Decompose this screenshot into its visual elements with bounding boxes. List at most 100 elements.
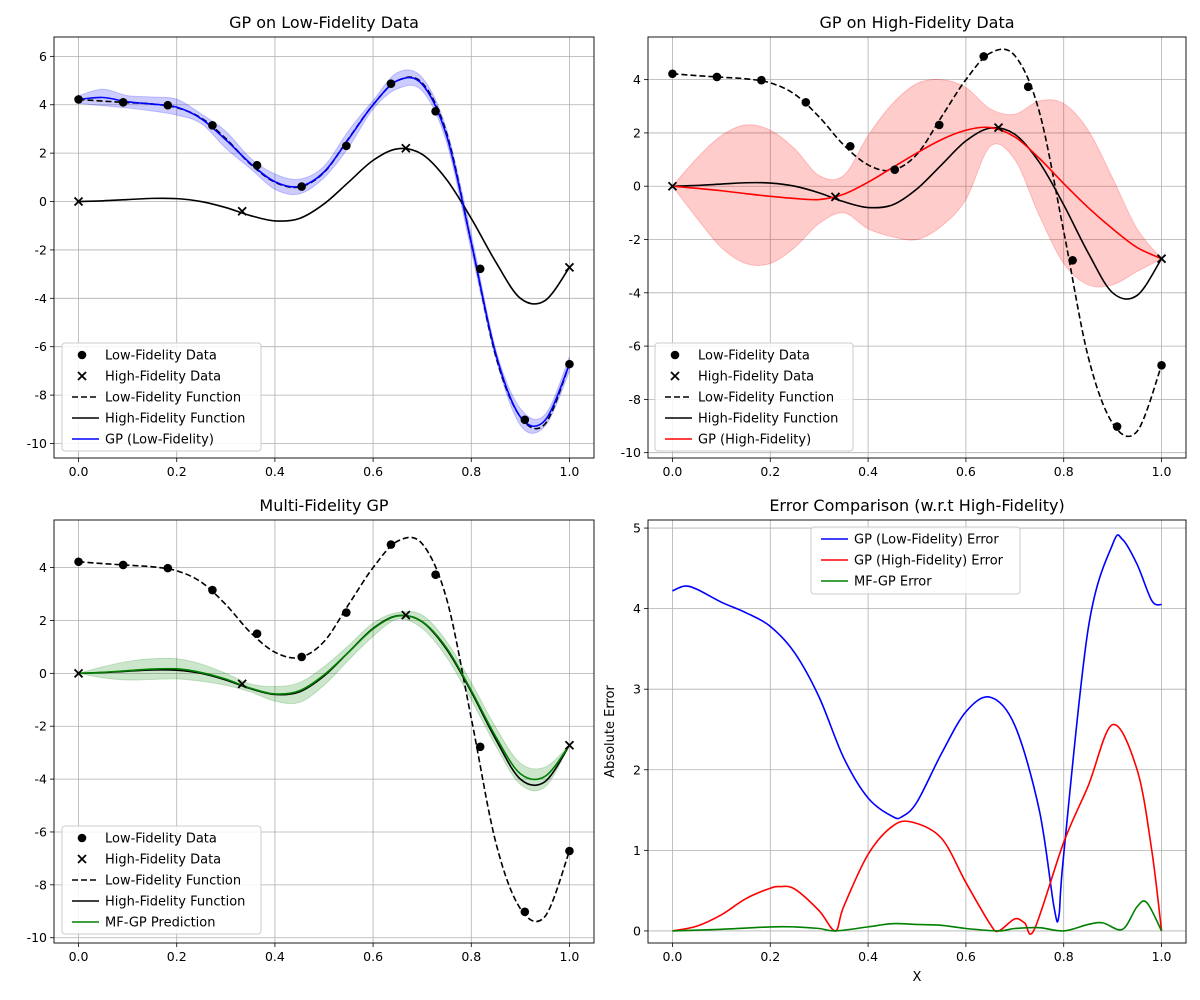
legend-label: High-Fidelity Function <box>105 412 245 427</box>
low-fidelity-data-point <box>208 585 217 595</box>
x-tick-label: 0.2 <box>760 464 780 479</box>
legend-box <box>61 825 262 935</box>
legend-label: GP (Low-Fidelity) Error <box>854 533 999 548</box>
low-fidelity-data-point <box>386 79 396 88</box>
legend: Low-Fidelity Data High-Fidelity Data Low-F… <box>61 342 262 452</box>
high-fidelity-data-point <box>401 610 411 620</box>
high-fidelity-function-line <box>78 614 571 787</box>
low-fidelity-data-point <box>520 415 530 425</box>
y-tick-label: -8 <box>35 877 48 892</box>
legend: Low-Fidelity Data High-Fidelity Data Low-F… <box>61 825 262 935</box>
x-axis-label: X <box>913 970 922 985</box>
legend-label: GP (High-Fidelity) Error <box>854 554 1004 569</box>
high-fidelity-function-line <box>672 127 1163 300</box>
low-fidelity-data-point <box>934 120 944 130</box>
chart-title: Multi-Fidelity GP <box>259 496 388 515</box>
x-tick-label: 0.6 <box>956 949 976 964</box>
high-fidelity-data-point <box>564 262 575 272</box>
low-fidelity-data-point <box>475 742 485 752</box>
y-tick-label: 6 <box>39 49 47 64</box>
y-tick-label: 4 <box>633 601 641 616</box>
low-fidelity-data-point <box>342 608 351 617</box>
y-tick-label: 2 <box>633 125 641 140</box>
legend-label: Low-Fidelity Function <box>105 874 241 889</box>
x-tick-label: 0.2 <box>167 464 187 479</box>
low-fidelity-data-point <box>297 182 306 191</box>
low-fidelity-data-point <box>1157 360 1166 370</box>
legend-label: MF-GP Error <box>854 575 932 590</box>
legend-label: MF-GP Prediction <box>105 916 216 931</box>
low-fidelity-data-point <box>565 359 574 369</box>
panel-2: 0.0 0.2 0.4 0.6 0.8 1.0 -10 -8 -6 -4 -2 0 2 4 GP on Hi… <box>621 13 1187 479</box>
panel-4: 0.0 0.2 0.4 0.6 0.8 1.0 0 1 2 3 4 5 Error Comparison… <box>603 496 1187 985</box>
y-tick-label: 0 <box>39 666 47 681</box>
axes-frame <box>647 519 1187 944</box>
y-tick-label: -6 <box>35 824 48 839</box>
high-fidelity-data-point <box>993 122 1004 133</box>
legend-label: High-Fidelity Function <box>105 895 245 910</box>
legend-marker <box>77 350 87 360</box>
low-fidelity-data-point <box>297 652 306 662</box>
axes-frame <box>53 36 595 459</box>
y-tick-label: -4 <box>35 291 48 306</box>
legend-label: Low-Fidelity Function <box>105 391 241 406</box>
plot-area <box>672 534 1163 936</box>
x-tick-label: 1.0 <box>1152 464 1172 479</box>
y-tick-label: -10 <box>621 445 641 460</box>
high-fidelity-function-line <box>78 147 571 305</box>
low-fidelity-data-point <box>668 69 677 79</box>
low-fidelity-data-point <box>163 100 173 110</box>
low-fidelity-data-point <box>252 160 262 170</box>
low-fidelity-data-point <box>342 141 351 151</box>
y-tick-label: 2 <box>39 613 47 628</box>
legend-label: GP (High-Fidelity) <box>698 433 811 448</box>
high-fidelity-data-point <box>73 668 84 678</box>
low-fidelity-data-point <box>475 264 485 274</box>
y-axis-label: Absolute Error <box>603 685 618 778</box>
legend-label: Low-Fidelity Data <box>105 349 217 364</box>
low-fidelity-data-point <box>1112 422 1122 431</box>
legend-label: Low-Fidelity Data <box>105 832 217 847</box>
y-tick-label: 1 <box>633 843 641 858</box>
legend-label: High-Fidelity Data <box>698 370 814 385</box>
y-tick-label: -4 <box>629 285 642 300</box>
legend: GP (Low-Fidelity) Error GP (High-Fidelity… <box>810 526 1021 595</box>
high-fidelity-data-point <box>401 143 411 153</box>
legend-marker <box>670 371 680 381</box>
gp-high-fidelity-error-line <box>672 723 1163 936</box>
y-tick-label: 2 <box>39 146 47 161</box>
y-tick-label: 5 <box>633 521 641 536</box>
x-tick-label: 0.0 <box>663 464 683 479</box>
legend-box <box>810 526 1021 595</box>
low-fidelity-data-point <box>431 106 440 116</box>
high-fidelity-data-point <box>667 181 678 191</box>
legend-box <box>61 342 262 452</box>
low-fidelity-data-point <box>386 540 396 549</box>
x-tick-label: 0.4 <box>858 464 878 479</box>
low-fidelity-data-point <box>431 570 440 580</box>
axes-frame <box>647 36 1187 459</box>
legend-label: Low-Fidelity Data <box>698 349 810 364</box>
mf-gp-prediction-confidence-band <box>78 611 570 792</box>
y-tick-label: 4 <box>633 72 641 87</box>
y-tick-label: 0 <box>633 179 641 194</box>
chart-title: GP on Low-Fidelity Data <box>229 13 419 32</box>
legend-marker <box>77 371 87 381</box>
mf-gp-error-line <box>672 900 1163 932</box>
legend-marker <box>77 833 87 843</box>
gp-high-fidelity-line <box>672 126 1162 260</box>
low-fidelity-data-point <box>845 141 855 151</box>
high-fidelity-data-point <box>237 679 247 689</box>
y-tick-label: -4 <box>35 772 48 787</box>
y-tick-label: -10 <box>27 930 47 945</box>
low-fidelity-data-point <box>565 846 574 856</box>
y-tick-label: 4 <box>39 560 47 575</box>
high-fidelity-data-point <box>237 206 247 216</box>
x-tick-label: 0.6 <box>363 464 383 479</box>
y-tick-label: -10 <box>27 436 47 451</box>
mf-gp-prediction-line <box>78 614 571 781</box>
plot-area <box>671 48 1163 438</box>
x-tick-label: 0.8 <box>1054 464 1074 479</box>
legend-marker <box>670 350 680 360</box>
high-fidelity-data-point <box>1156 254 1167 264</box>
